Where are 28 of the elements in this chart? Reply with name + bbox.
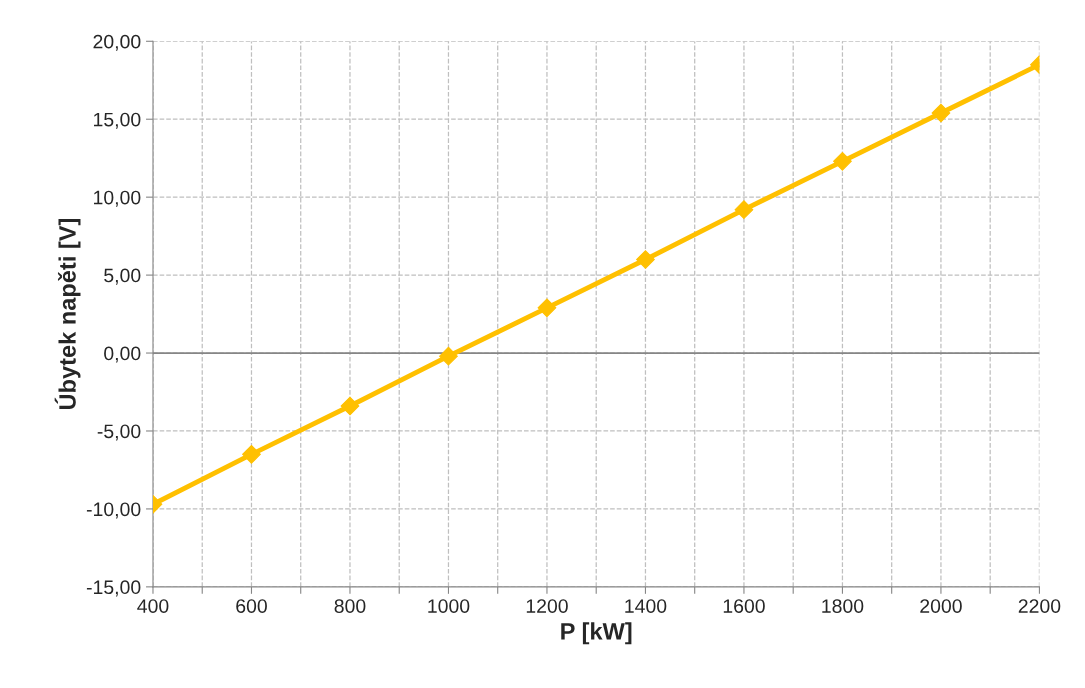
x-axis-title: P [kW] <box>561 622 632 645</box>
x-tick-label: 2200 <box>1018 599 1061 613</box>
y-tick-label: -10,00 <box>86 502 141 519</box>
x-tick-label: 2000 <box>920 599 962 613</box>
y-tick-label: 10,00 <box>94 190 141 207</box>
point <box>636 250 655 269</box>
x-tick-label: 1800 <box>822 599 864 613</box>
y-tick-label: 15,00 <box>94 112 141 129</box>
y-axis-title: Úbytek napěti [V] <box>54 218 81 410</box>
point <box>242 445 261 464</box>
x-tick-label: 1200 <box>526 599 568 613</box>
point <box>833 151 852 171</box>
x-tick-label: 800 <box>334 599 366 613</box>
y-tick-label: -15,00 <box>86 580 141 597</box>
point <box>734 200 754 219</box>
point <box>537 298 557 318</box>
y-tick-label: 5,00 <box>104 268 141 285</box>
x-tick-label: 1400 <box>625 599 667 613</box>
x-tick-label: 600 <box>236 599 267 613</box>
y-tick-label: 0,00 <box>104 346 141 363</box>
point <box>340 396 360 416</box>
x-tick-label: 1000 <box>428 599 470 613</box>
x-tick-label: 400 <box>137 599 169 613</box>
point <box>931 103 951 123</box>
y-tick-label: -5,00 <box>97 424 141 441</box>
point <box>439 346 458 366</box>
y-tick-label: 20,00 <box>93 34 141 51</box>
x-tick-label: 1600 <box>723 599 765 613</box>
